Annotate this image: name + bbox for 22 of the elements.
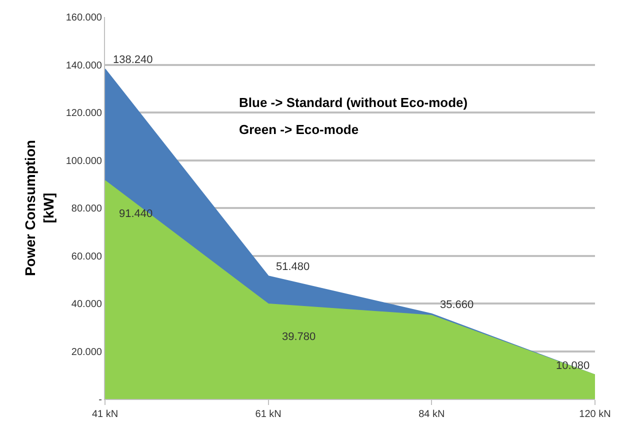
y-axis-title: Power Consumption [kW] — [22, 140, 56, 276]
x-tick-label: 84 kN — [418, 409, 445, 420]
data-label: 35.660 — [440, 299, 474, 311]
y-tick-label: - — [98, 394, 102, 406]
y-tick-label: 140.000 — [66, 60, 102, 72]
y-tick-label: 20.000 — [71, 346, 102, 358]
y-tick-label: 160.000 — [66, 12, 102, 24]
y-tick-label: 40.000 — [71, 299, 102, 310]
y-tick-label: 60.000 — [71, 251, 102, 262]
x-tick-label: 120 kN — [579, 409, 611, 420]
y-tick-label: 80.000 — [71, 204, 102, 214]
data-label: 39.780 — [282, 331, 316, 343]
x-tick-label: 61 kN — [255, 409, 282, 420]
data-label: 91.440 — [119, 208, 153, 220]
y-tick-label: 120.000 — [66, 108, 102, 119]
annotation: Green -> Eco-mode — [239, 122, 359, 137]
annotation: Blue -> Standard (without Eco-mode) — [239, 95, 468, 110]
data-label: 51.480 — [276, 261, 310, 273]
x-tick-label: 41 kN — [92, 409, 118, 420]
y-tick-label: 100.000 — [66, 156, 102, 167]
data-label: 10.080 — [556, 360, 590, 372]
data-label: 138.240 — [113, 54, 153, 66]
